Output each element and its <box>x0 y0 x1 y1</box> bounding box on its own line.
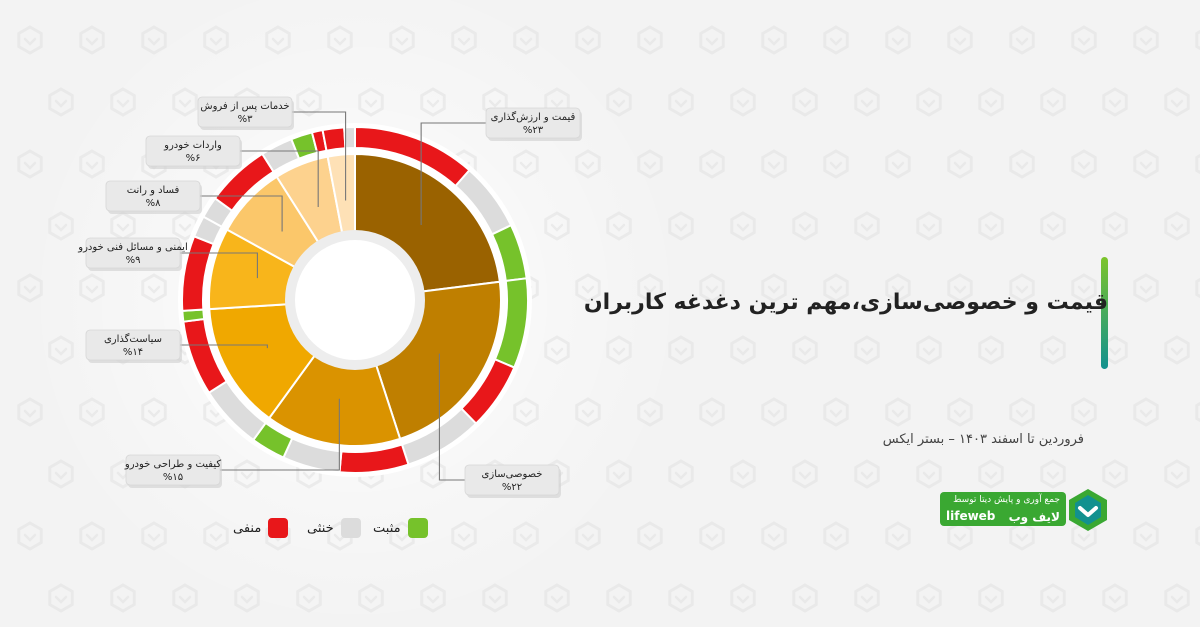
category-callout: کیفیت و طراحی خودرو %۱۵ <box>124 454 222 488</box>
category-callout: ایمنی و مسائل فنی خودرو %۹ <box>77 237 188 271</box>
category-callout: خصوصی‌سازی %۲۲ <box>464 464 561 498</box>
title-accent-bar <box>1101 257 1108 369</box>
callout-box <box>85 329 181 361</box>
category-callout: خدمات پس از فروش %۳ <box>197 96 294 130</box>
category-callout: واردات خودرو %۶ <box>145 135 242 169</box>
legend-label-negative: منفی <box>233 520 262 536</box>
category-label: خصوصی‌سازی <box>482 469 543 480</box>
chart-center-hole <box>295 240 415 360</box>
sentiment-segment <box>343 125 356 150</box>
category-percent: %۸ <box>146 198 162 209</box>
legend-swatch-positive <box>407 518 428 538</box>
legend-item-neutral: خنثی <box>307 516 361 540</box>
category-label: سیاست‌گذاری <box>104 333 162 345</box>
chart-leader-lines <box>180 111 486 481</box>
category-label: قیمت و ارزش‌گذاری <box>491 111 576 123</box>
leader-line <box>292 111 347 201</box>
callout-box <box>105 180 201 212</box>
leader-line <box>180 344 268 349</box>
brand-tagline: جمع آوری و پایش دیتا توسط <box>953 495 1060 505</box>
category-callout: سیاست‌گذاری %۱۴ <box>85 329 182 363</box>
leader-line <box>220 398 340 471</box>
category-callout: قیمت و ارزش‌گذاری %۲۳ <box>485 107 582 141</box>
category-percent: %۶ <box>186 153 201 164</box>
category-percent: %۲۳ <box>523 125 544 136</box>
chart-callouts: قیمت و ارزش‌گذاری %۲۳ خصوصی‌سازی %۲۲ کیفیت و… <box>77 96 582 498</box>
category-label: واردات خودرو <box>163 140 222 151</box>
category-percent: %۹ <box>126 255 141 266</box>
category-label: کیفیت و طراحی خودرو <box>124 459 222 470</box>
lifeweb-logo-icon <box>1069 489 1107 531</box>
legend-swatch-neutral <box>340 518 361 538</box>
callout-box <box>85 237 181 269</box>
legend-swatch-negative <box>268 518 289 538</box>
category-label: خدمات پس از فروش <box>200 101 289 112</box>
category-label: فساد و رانت <box>127 185 180 196</box>
legend-item-positive: مثبت <box>373 516 428 540</box>
chart-rings <box>178 123 532 477</box>
leader-line <box>438 353 465 481</box>
page-title: قیمت و خصوصی‌سازی،مهم ترین دغدغه کاربران <box>583 290 1108 315</box>
leader-line <box>200 195 283 232</box>
callout-box <box>145 135 241 167</box>
leader-line <box>180 252 258 279</box>
category-callout: فساد و رانت %۸ <box>105 180 202 214</box>
sentiment-segment <box>321 126 347 152</box>
category-percent: %۱۵ <box>163 472 183 483</box>
leader-line <box>420 122 486 225</box>
category-percent: %۳ <box>238 114 254 125</box>
brand-name-en: lifeweb <box>946 509 996 523</box>
legend-item-negative: منفی <box>233 516 289 540</box>
legend-label-neutral: خنثی <box>307 520 334 536</box>
page-subtitle: فروردین تا اسفند ۱۴۰۳ – بستر ایکس <box>882 432 1084 447</box>
leader-line <box>240 150 319 208</box>
callout-box <box>197 96 293 128</box>
legend-label-positive: مثبت <box>373 520 401 536</box>
callout-box <box>125 454 221 486</box>
brand-box: جمع آوری و پایش دیتا توسط لایف وب lifewe… <box>940 492 1066 526</box>
brand-name-fa: لایف وب <box>1008 510 1060 524</box>
category-label: ایمنی و مسائل فنی خودرو <box>77 242 188 253</box>
brand-badge: جمع آوری و پایش دیتا توسط لایف وب lifewe… <box>940 487 1110 533</box>
callout-box <box>464 464 560 496</box>
category-percent: %۱۴ <box>123 347 143 358</box>
title-block: قیمت و خصوصی‌سازی،مهم ترین دغدغه کاربران <box>548 290 1108 315</box>
callout-box <box>485 107 581 139</box>
category-percent: %۲۲ <box>502 482 522 493</box>
